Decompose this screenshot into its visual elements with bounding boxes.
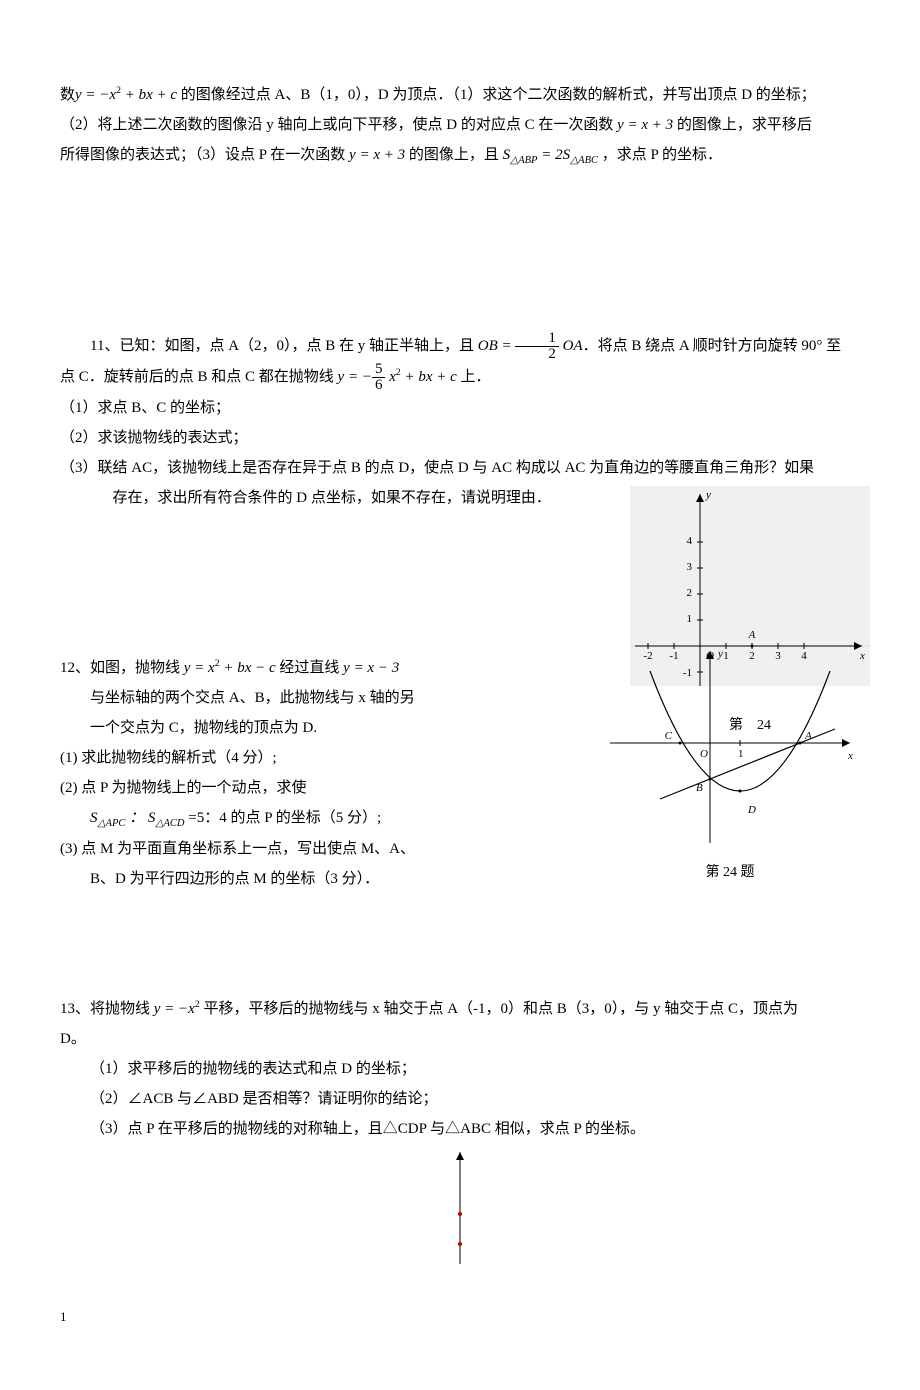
p11-head: 11、已知：如图，点 A（2，0），点 B 在 y 轴正半轴上，且 OB = 1… <box>60 331 860 362</box>
page-footer: 1 <box>60 1304 860 1330</box>
svg-text:x: x <box>847 750 853 762</box>
p12-line2: 与坐标轴的两个交点 A、B，此抛物线与 x 轴的另 <box>90 683 580 713</box>
p10-line3: 所得图像的表达式；（3）设点 P 在一次函数 y = x + 3 的图像上，且 … <box>60 147 722 163</box>
p11-q3a: （3）联结 AC，该抛物线上是否存在异于点 B 的点 D，使点 D 与 AC 构… <box>60 453 860 483</box>
svg-text:y: y <box>705 489 711 501</box>
p12-q2b: S△APC ： S△ACD =5：4 的点 P 的坐标（5 分）; <box>90 803 580 834</box>
svg-text:2: 2 <box>687 587 693 599</box>
svg-text:C: C <box>665 730 673 742</box>
p13-line2: D。 <box>60 1024 860 1054</box>
p12-q3b: B、D 为平行四边形的点 M 的坐标（3 分）． <box>90 864 580 894</box>
p12-caption: 第 24 题 <box>600 859 860 887</box>
p12-q2: (2) 点 P 为抛物线上的一个动点，求使 <box>60 773 580 803</box>
svg-text:3: 3 <box>687 561 693 573</box>
p12-q1: (1) 求此抛物线的解析式（4 分）; <box>60 743 580 773</box>
svg-text:A: A <box>748 629 756 641</box>
svg-text:1: 1 <box>687 613 693 625</box>
p13-figure <box>410 1144 510 1264</box>
svg-text:1: 1 <box>738 748 744 760</box>
p12-head: 12、如图，抛物线 y = x2 + bx − c 经过直线 y = x − 3 <box>60 653 580 683</box>
problem-10: 数y = −x2 + bx + c 的图像经过点 A、B（1，0），D 为顶点．… <box>60 80 860 171</box>
p12-line3: 一个交点为 C，抛物线的顶点为 D. <box>90 713 580 743</box>
svg-text:O: O <box>700 748 708 760</box>
p11-line2: 点 C．旋转前后的点 B 和点 C 都在抛物线 y = −56 x2 + bx … <box>60 362 860 393</box>
p11-q2: （2）求该抛物线的表达式； <box>60 423 860 453</box>
p12-figure: x y O 1 C A B D 第 24 题 <box>600 643 860 887</box>
p10-text: 数y = −x2 + bx + c 的图像经过点 A、B（1，0），D 为顶点．… <box>60 87 816 103</box>
problem-11: 11、已知：如图，点 A（2，0），点 B 在 y 轴正半轴上，且 OB = 1… <box>60 331 860 513</box>
svg-text:A: A <box>804 730 812 742</box>
svg-text:B: B <box>696 782 703 794</box>
svg-text:y: y <box>717 648 723 660</box>
svg-text:4: 4 <box>687 535 693 547</box>
p10-line2: （2）将上述二次函数的图像沿 y 轴向上或向下平移，使点 D 的对应点 C 在一… <box>60 117 812 133</box>
problem-13: 13、将抛物线 y = −x2 平移，平移后的抛物线与 x 轴交于点 A（-1，… <box>60 994 860 1264</box>
p13-head: 13、将抛物线 y = −x2 平移，平移后的抛物线与 x 轴交于点 A（-1，… <box>60 994 860 1024</box>
problem-12: 12、如图，抛物线 y = x2 + bx − c 经过直线 y = x − 3… <box>60 653 860 894</box>
p13-q1: （1）求平移后的抛物线的表达式和点 D 的坐标； <box>90 1054 860 1084</box>
p12-q3a: (3) 点 M 为平面直角坐标系上一点，写出使点 M、A、 <box>60 834 580 864</box>
p13-q3: （3）点 P 在平移后的抛物线的对称轴上，且△CDP 与△ABC 相似，求点 P… <box>90 1114 860 1144</box>
p13-q2: （2）∠ACB 与∠ABD 是否相等？请证明你的结论； <box>90 1084 860 1114</box>
p11-q1: （1）求点 B、C 的坐标； <box>60 393 860 423</box>
svg-text:D: D <box>747 804 756 816</box>
